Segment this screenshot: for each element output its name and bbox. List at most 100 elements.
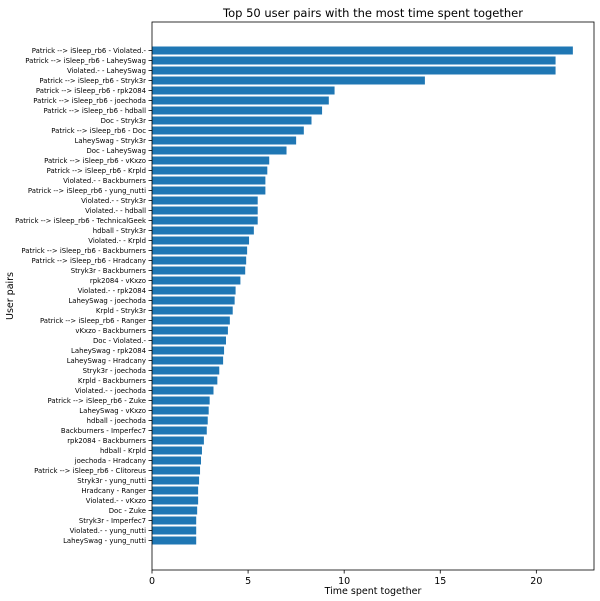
bar (152, 396, 210, 405)
bar (152, 426, 207, 435)
x-axis-label: Time spent together (324, 586, 422, 597)
y-tick-label: Stryk3r - yung_nutti (77, 477, 146, 485)
y-tick-label: Violated.- - LaheySwag (67, 67, 146, 75)
y-tick-label: LaheySwag - vKxzo (79, 407, 146, 415)
y-tick-label: joechoda - Hradcany (74, 457, 146, 465)
y-tick-label: Patrick --> iSleep_rb6 - Zuke (48, 397, 146, 405)
x-tick-label: 5 (245, 576, 251, 587)
y-tick-label: Stryk3r - Backburners (71, 267, 147, 275)
y-tick-label: Patrick --> iSleep_rb6 - rpk2084 (36, 87, 146, 95)
y-tick-label: hdball - Stryk3r (93, 227, 146, 235)
bar (152, 236, 250, 245)
bar (152, 496, 199, 505)
bar (152, 456, 202, 465)
y-tick-label: Violated.- - hdball (85, 207, 146, 215)
bar (152, 306, 233, 315)
x-tick-label: 15 (434, 576, 446, 587)
bar (152, 336, 226, 345)
bar (152, 166, 268, 175)
y-tick-label: Patrick --> iSleep_rb6 - Hradcany (32, 257, 146, 265)
plot-frame (151, 21, 595, 571)
y-tick-label: Patrick --> iSleep_rb6 - joechoda (33, 97, 146, 105)
y-tick-label: hdball - joechoda (87, 417, 146, 425)
bar (152, 376, 218, 385)
y-tick-label: Violated.- - Backburners (63, 177, 146, 185)
bar (152, 46, 573, 55)
y-tick-label: LaheySwag - Stryk3r (75, 137, 147, 145)
y-tick-label: Hradcany - Ranger (81, 487, 146, 495)
bar (152, 246, 248, 255)
bar (152, 136, 297, 145)
y-tick-label: rpk2084 - Backburners (67, 437, 146, 445)
bar (152, 366, 220, 375)
bar (152, 436, 204, 445)
bar (152, 56, 556, 65)
bar (152, 486, 199, 495)
bar (152, 476, 200, 485)
bar (152, 256, 247, 265)
y-tick-label: Patrick --> iSleep_rb6 - Doc (51, 127, 146, 135)
bar (152, 76, 425, 85)
y-tick-label: Doc - Stryk3r (101, 117, 147, 125)
y-tick-label: Patrick --> iSleep_rb6 - yung_nutti (28, 187, 146, 195)
bar (152, 156, 270, 165)
bar (152, 446, 202, 455)
bar (152, 226, 254, 235)
y-tick-label: Stryk3r - Imperfec7 (79, 517, 146, 525)
y-tick-label: Patrick --> iSleep_rb6 - Clitoreus (34, 467, 146, 475)
y-tick-label: Stryk3r - joechoda (83, 367, 146, 375)
y-tick-label: Violated.- - joechoda (75, 387, 146, 395)
bar (152, 196, 258, 205)
y-tick-label: Doc - Violated.- (93, 337, 147, 345)
bar (152, 206, 258, 215)
bar (152, 416, 208, 425)
y-tick-label: Doc - Zuke (109, 507, 146, 515)
bar (152, 96, 329, 105)
bar (152, 356, 224, 365)
bar (152, 386, 214, 395)
y-tick-label: Violated.- - rpk2084 (78, 287, 146, 295)
bar (152, 106, 323, 115)
chart-title: Top 50 user pairs with the most time spe… (222, 6, 523, 20)
x-tick-label: 10 (338, 576, 350, 587)
y-tick-label: Backburners - Imperfec7 (61, 427, 146, 435)
y-tick-label: Violated.- - Krpld (88, 237, 146, 245)
bar (152, 316, 230, 325)
y-tick-label: Patrick --> iSleep_rb6 - TechnicalGeek (15, 217, 146, 225)
y-tick-label: hdball - Krpld (100, 447, 146, 455)
bar (152, 406, 209, 415)
bar (152, 326, 228, 335)
y-tick-label: Violated.- - Stryk3r (81, 197, 146, 205)
y-axis-label: User pairs (5, 272, 16, 320)
bars-group (152, 46, 573, 545)
bar (152, 126, 304, 135)
bar (152, 176, 266, 185)
bar (152, 116, 312, 125)
y-tick-group: Patrick --> iSleep_rb6 - Violated.- Patri… (15, 47, 152, 545)
bar (152, 526, 197, 535)
y-tick-label: Patrick --> iSleep_rb6 - hdball (43, 107, 146, 115)
bar (152, 506, 198, 515)
y-tick-label: Patrick --> iSleep_rb6 - Backburners (21, 247, 146, 255)
bar (152, 266, 246, 275)
y-tick-label: Violated.- - yung_nutti (70, 527, 146, 535)
y-tick-label: Violated.- - vKxzo (86, 497, 146, 505)
y-tick-label: rpk2084 - vKxzo (90, 277, 146, 285)
y-tick-label: Doc - LaheySwag (86, 147, 146, 155)
bar (152, 186, 266, 195)
bar (152, 86, 335, 95)
bar (152, 466, 201, 475)
x-tick-label: 20 (530, 576, 542, 587)
x-tick-label: 0 (149, 576, 155, 587)
y-tick-label: Krpld - Backburners (78, 377, 147, 385)
bar (152, 286, 236, 295)
y-tick-label: Patrick --> iSleep_rb6 - Stryk3r (39, 77, 146, 85)
y-tick-label: vKxzo - Backburners (75, 327, 146, 335)
bar (152, 536, 197, 545)
y-tick-label: LaheySwag - joechoda (68, 297, 146, 305)
y-tick-label: LaheySwag - Hradcany (67, 357, 146, 365)
x-tick-group: 0 5 10 15 20 (149, 570, 542, 587)
y-tick-label: Patrick --> iSleep_rb6 - Violated.- (32, 47, 147, 55)
y-tick-label: LaheySwag - yung_nutti (63, 537, 146, 545)
